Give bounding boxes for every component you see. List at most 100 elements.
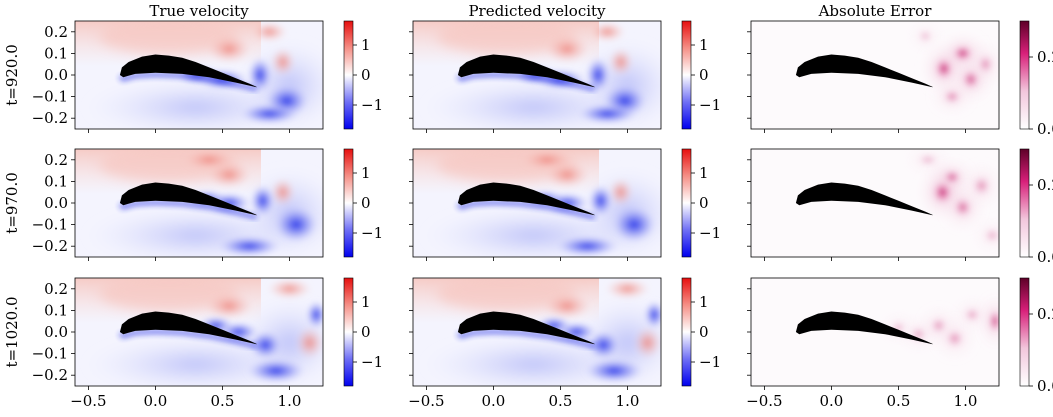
colorbar-tick-label: −1 bbox=[361, 353, 383, 371]
positive-vortex-1 bbox=[608, 178, 633, 207]
error-hotspot-4 bbox=[988, 309, 999, 334]
boundary-layer bbox=[119, 201, 257, 219]
row-label: t=970.0 bbox=[3, 172, 21, 234]
error-hotspot-2 bbox=[953, 197, 972, 218]
y-tick-label: −0.2 bbox=[32, 109, 68, 127]
boundary-layer bbox=[119, 330, 257, 348]
error-hotspot-3 bbox=[972, 175, 991, 196]
positive-vortex-2 bbox=[605, 278, 650, 299]
x-tick-label: 1.0 bbox=[954, 392, 978, 410]
positive-vortex-0 bbox=[545, 35, 590, 64]
colorbar-tick-label: 1 bbox=[699, 164, 709, 182]
y-tick-label: 0.2 bbox=[44, 280, 68, 298]
colorbar-gradient bbox=[681, 277, 692, 387]
panel-r0-c2: 0.2 0.0 bbox=[747, 20, 1053, 138]
y-tick-label: −0.1 bbox=[32, 216, 68, 234]
colorbar-gradient bbox=[681, 148, 692, 258]
colorbar: 0.2 0.0 bbox=[1019, 148, 1053, 266]
colorbar: 1 0 −1 bbox=[343, 148, 383, 258]
positive-vortex-0 bbox=[543, 293, 592, 320]
x-tick-label: −0.5 bbox=[746, 392, 782, 410]
y-tick-label: 0.2 bbox=[44, 23, 68, 41]
colorbar-tick-label: 0 bbox=[361, 323, 371, 341]
colorbar-gradient bbox=[1019, 148, 1030, 258]
panel-r0-c0: 0.2 0.1 0.0 −0.1 −0.2 1 0 −1 bbox=[32, 20, 383, 133]
colorbar-tick-label: 0 bbox=[699, 194, 709, 212]
boundary-layer bbox=[457, 330, 595, 348]
positive-vortex-0 bbox=[205, 293, 254, 320]
panel-r1-c0: 0.2 0.1 0.0 −0.1 −0.2 1 0 −1 bbox=[32, 148, 383, 261]
colorbar-tick-label: 1 bbox=[361, 293, 371, 311]
airfoil bbox=[119, 182, 257, 216]
panel-field bbox=[413, 278, 661, 386]
negative-vortex-3 bbox=[274, 206, 319, 243]
negative-vortex-4 bbox=[584, 358, 645, 383]
x-tick-label: 0.5 bbox=[211, 392, 235, 410]
airfoil bbox=[119, 311, 257, 345]
colorbar-tick-label: 0 bbox=[699, 66, 709, 84]
y-tick-label: 0.1 bbox=[44, 44, 68, 62]
positive-region-core bbox=[436, 21, 577, 55]
y-tick-label: −0.2 bbox=[32, 237, 68, 255]
colorbar-tick-label: 0.2 bbox=[1037, 176, 1053, 194]
colorbar-tick-label: 0 bbox=[361, 66, 371, 84]
panel-field bbox=[751, 149, 999, 257]
error-hotspot-4 bbox=[977, 54, 994, 75]
negative-vortex-4 bbox=[239, 103, 300, 124]
y-tick-label: 0.1 bbox=[44, 172, 68, 190]
colorbar-tick-label: 0.0 bbox=[1037, 120, 1053, 138]
negative-vortex-2 bbox=[250, 184, 275, 217]
panel-field bbox=[75, 149, 323, 257]
x-tick-label: −0.5 bbox=[408, 392, 444, 410]
colorbar-tick-label: 1 bbox=[361, 36, 371, 54]
panel-r2-c2: −0.5 0.0 0.5 1.0 0.2 0.0 bbox=[746, 277, 1053, 410]
panel-r1-c2: 0.2 0.0 bbox=[747, 148, 1053, 266]
column-title: Absolute Error bbox=[818, 2, 933, 20]
colorbar-tick-label: −1 bbox=[361, 96, 383, 114]
colorbar-gradient bbox=[1019, 20, 1030, 130]
positive-vortex-1 bbox=[270, 178, 295, 207]
colorbar-tick-label: −1 bbox=[699, 224, 721, 242]
y-tick-label: 0.0 bbox=[44, 323, 68, 341]
panel-field bbox=[75, 21, 323, 129]
colorbar-gradient bbox=[343, 148, 354, 258]
airfoil bbox=[795, 182, 933, 216]
colorbar-tick-label: 1 bbox=[361, 164, 371, 182]
y-tick-label: 0.1 bbox=[44, 301, 68, 319]
negative-vortex-3 bbox=[612, 206, 657, 243]
colorbar: 1 0 −1 bbox=[343, 20, 383, 130]
colorbar-tick-label: −1 bbox=[361, 224, 383, 242]
negative-vortex-2 bbox=[588, 184, 613, 217]
negative-vortex-4 bbox=[246, 358, 307, 383]
negative-vortex-2 bbox=[587, 330, 620, 359]
x-tick-label: −0.5 bbox=[70, 392, 106, 410]
positive-vortex-1 bbox=[295, 326, 323, 359]
positive-vortex-2 bbox=[267, 278, 312, 299]
positive-vortex-2 bbox=[183, 149, 236, 170]
airfoil bbox=[795, 311, 933, 345]
y-tick-label: −0.2 bbox=[32, 366, 68, 384]
colorbar: 1 0 −1 bbox=[681, 148, 721, 258]
colorbar-tick-label: 0.2 bbox=[1037, 305, 1053, 323]
colorbar: 1 0 −1 bbox=[681, 277, 721, 387]
column-title: True velocity bbox=[149, 2, 249, 20]
error-hotspot-4 bbox=[917, 154, 938, 165]
panel-field bbox=[75, 278, 323, 386]
panel-r2-c1: −0.5 0.0 0.5 1.0 1 0 −1 bbox=[408, 277, 721, 410]
row-label: t=1020.0 bbox=[3, 296, 21, 367]
boundary-layer bbox=[457, 201, 595, 219]
x-tick-label: 0.5 bbox=[887, 392, 911, 410]
colorbar-tick-label: 1 bbox=[699, 293, 709, 311]
airfoil bbox=[457, 311, 595, 345]
y-tick-label: 0.0 bbox=[44, 194, 68, 212]
colorbar: 1 0 −1 bbox=[343, 277, 383, 387]
colorbar-tick-label: 0.0 bbox=[1037, 377, 1053, 395]
negative-vortex-3 bbox=[644, 300, 661, 329]
row-label: t=920.0 bbox=[3, 44, 21, 106]
colorbar-gradient bbox=[343, 20, 354, 130]
positive-vortex-2 bbox=[521, 149, 574, 170]
airfoil bbox=[457, 182, 595, 216]
x-tick-label: 0.0 bbox=[144, 392, 168, 410]
colorbar: 0.2 0.0 bbox=[1019, 20, 1053, 138]
y-tick-label: −0.1 bbox=[32, 88, 68, 106]
